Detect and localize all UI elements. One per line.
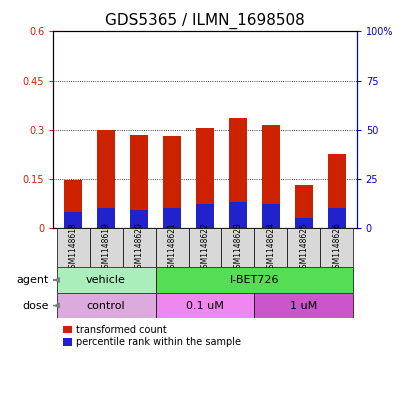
Text: I-BET726: I-BET726 bbox=[229, 275, 279, 285]
Text: GSM1148618: GSM1148618 bbox=[68, 222, 77, 273]
Text: GSM1148622: GSM1148622 bbox=[200, 222, 209, 273]
Bar bbox=[327, 208, 345, 228]
Bar bbox=[155, 228, 188, 267]
Bar bbox=[294, 218, 312, 228]
Bar bbox=[56, 267, 155, 293]
Bar bbox=[261, 204, 279, 228]
Bar bbox=[254, 293, 353, 318]
Bar bbox=[130, 134, 148, 228]
Bar bbox=[97, 130, 115, 228]
Bar bbox=[162, 136, 181, 228]
Bar bbox=[122, 228, 155, 267]
Bar bbox=[64, 180, 82, 228]
Bar bbox=[155, 267, 353, 293]
Bar bbox=[97, 208, 115, 228]
Text: GSM1148621: GSM1148621 bbox=[167, 222, 176, 273]
Bar bbox=[320, 228, 353, 267]
Bar bbox=[196, 128, 213, 228]
Bar bbox=[188, 228, 221, 267]
Bar bbox=[228, 118, 247, 228]
Text: GSM1148623: GSM1148623 bbox=[233, 222, 242, 273]
Bar bbox=[64, 212, 82, 228]
Bar bbox=[221, 228, 254, 267]
Bar bbox=[56, 293, 155, 318]
Bar bbox=[327, 154, 345, 228]
Bar bbox=[196, 204, 213, 228]
Bar bbox=[294, 185, 312, 228]
Bar bbox=[155, 293, 254, 318]
Text: GSM1148620: GSM1148620 bbox=[134, 222, 143, 273]
Text: GSM1148625: GSM1148625 bbox=[299, 222, 308, 273]
Bar bbox=[228, 202, 247, 228]
Text: 1 uM: 1 uM bbox=[290, 301, 317, 310]
Title: GDS5365 / ILMN_1698508: GDS5365 / ILMN_1698508 bbox=[105, 13, 304, 29]
Bar bbox=[162, 208, 181, 228]
Text: dose: dose bbox=[22, 301, 49, 310]
Text: GSM1148619: GSM1148619 bbox=[101, 222, 110, 273]
Text: control: control bbox=[87, 301, 125, 310]
Bar bbox=[254, 228, 287, 267]
Bar bbox=[287, 228, 320, 267]
Legend: transformed count, percentile rank within the sample: transformed count, percentile rank withi… bbox=[63, 325, 241, 347]
Text: agent: agent bbox=[17, 275, 49, 285]
Text: 0.1 uM: 0.1 uM bbox=[186, 301, 223, 310]
Text: GSM1148624: GSM1148624 bbox=[266, 222, 275, 273]
Bar bbox=[261, 125, 279, 228]
Bar bbox=[130, 210, 148, 228]
Bar bbox=[56, 228, 89, 267]
Text: GSM1148626: GSM1148626 bbox=[332, 222, 341, 273]
Bar bbox=[89, 228, 122, 267]
Text: vehicle: vehicle bbox=[86, 275, 126, 285]
